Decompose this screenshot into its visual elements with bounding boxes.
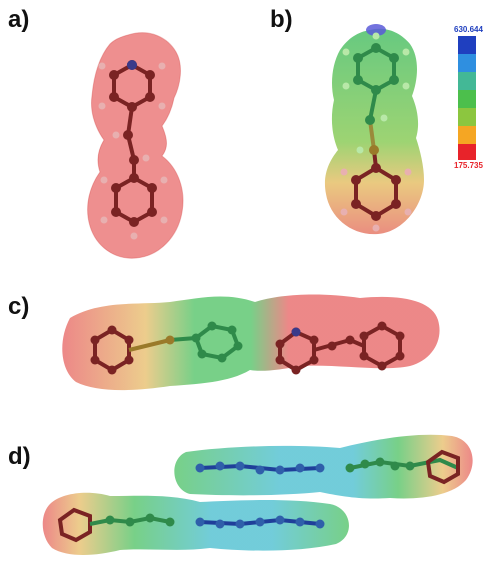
scale-band-4 [458, 90, 476, 108]
scale-band-3 [458, 72, 476, 90]
panel-d-lower-surface [42, 492, 349, 555]
panel-b-bottom-atoms [351, 145, 401, 221]
scale-band-6 [458, 126, 476, 144]
panel-b-bridge-2 [368, 119, 376, 151]
scale-band-5 [458, 108, 476, 126]
panel-a-carbons [109, 60, 157, 227]
panel-b-hydrogens [342, 32, 410, 154]
panel-b-surface [324, 28, 424, 235]
panel-d-upper-atoms [195, 449, 460, 485]
panel-c-surface [62, 294, 440, 391]
panel-a-surface [87, 32, 184, 259]
panel-b-bridge [368, 89, 378, 121]
panel-a-nitrogen [127, 60, 137, 70]
panel-d-lower-atoms [57, 507, 325, 543]
panel-label-a: a) [8, 6, 30, 33]
panel-label-c: c) [8, 293, 30, 320]
panel-c-atoms-red [90, 321, 405, 375]
panel-label-d: d) [8, 443, 31, 470]
panel-c-nitrogen [291, 327, 301, 337]
scale-band-2 [458, 54, 476, 72]
scale-min-label: 175.735 [454, 161, 483, 170]
panel-a-hydrogens [98, 62, 168, 240]
scale-band-7 [458, 144, 476, 160]
panel-c-pair [62, 294, 440, 391]
panel-b-blue-cap [366, 24, 386, 36]
panel-b-top-atoms [353, 43, 399, 125]
color-scale-bar [458, 36, 476, 160]
panel-b-hydrogens-red [340, 168, 412, 232]
panel-a-molecule [87, 32, 184, 259]
panel-c-bridge-1 [128, 338, 171, 352]
scale-band-1 [458, 36, 476, 54]
panel-c-atoms-green [165, 321, 243, 363]
panel-label-b: b) [270, 6, 293, 33]
panel-d-stack [42, 434, 473, 555]
panel-b-molecule [324, 24, 424, 235]
scale-max-label: 630.644 [454, 25, 483, 34]
